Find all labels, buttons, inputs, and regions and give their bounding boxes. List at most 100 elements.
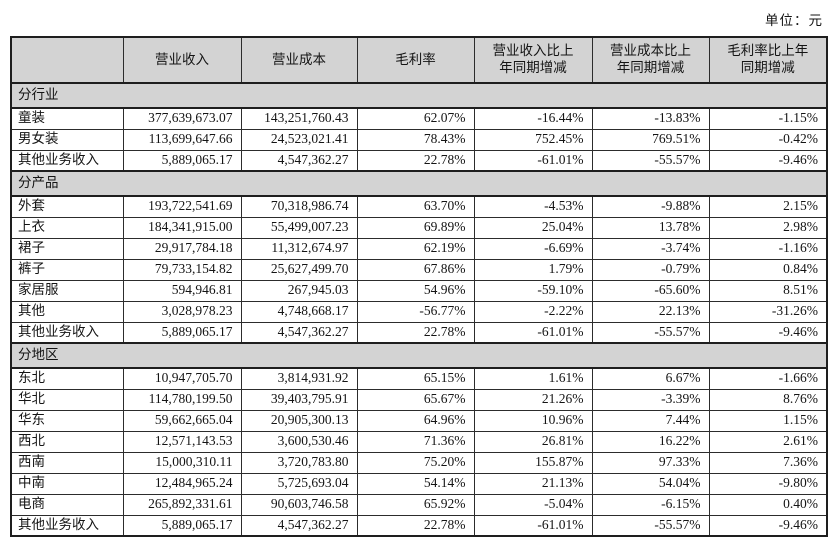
segment-table: 营业收入 营业成本 毛利率 营业收入比上 年同期增减 营业成本比上 年同期增减 毛利率比上… [10,36,828,537]
cell-value: -59.10% [473,279,593,302]
table-row: 男女装 113,699,647.66 24,523,021.41 78.43% 752.… [10,128,828,151]
cell-value: 1.15% [708,409,828,432]
cell-value: -9.46% [708,321,828,344]
cell-value: -31.26% [708,300,828,323]
corner-cell [10,36,124,84]
cell-value: 54.14% [356,472,475,495]
cell-value: 114,780,199.50 [122,388,242,411]
cell-value: 5,889,065.17 [122,321,242,344]
row-label: 上衣 [10,216,124,239]
cell-value: 155.87% [473,451,593,474]
cell-value: 5,889,065.17 [122,514,242,537]
table-row: 上衣 184,341,915.00 55,499,007.23 69.89% 25.04… [10,216,828,239]
table-row: 东北 10,947,705.70 3,814,931.92 65.15% 1.61% 6.… [10,367,828,390]
column-header: 营业收入比上 年同期增减 [473,36,593,84]
cell-value: 3,814,931.92 [240,367,358,390]
cell-value: 59,662,665.04 [122,409,242,432]
cell-value: -6.15% [591,493,710,516]
cell-value: 8.51% [708,279,828,302]
section-row: 分地区 [10,342,828,369]
cell-value: 22.78% [356,514,475,537]
cell-value: 79,733,154.82 [122,258,242,281]
table-row: 外套 193,722,541.69 70,318,986.74 63.70% -4.53… [10,195,828,218]
cell-value: 184,341,915.00 [122,216,242,239]
cell-value: 75.20% [356,451,475,474]
cell-value: 1.79% [473,258,593,281]
row-label: 其他业务收入 [10,321,124,344]
cell-value: 20,905,300.13 [240,409,358,432]
cell-value: -3.39% [591,388,710,411]
section-title: 分地区 [10,342,828,369]
column-header: 毛利率 [356,36,475,84]
column-header: 营业成本比上 年同期增减 [591,36,710,84]
cell-value: 70,318,986.74 [240,195,358,218]
cell-value: -55.57% [591,149,710,172]
table-row: 裤子 79,733,154.82 25,627,499.70 67.86% 1.79% -… [10,258,828,281]
cell-value: -61.01% [473,321,593,344]
table-row: 华东 59,662,665.04 20,905,300.13 64.96% 10.96%… [10,409,828,432]
cell-value: 11,312,674.97 [240,237,358,260]
cell-value: -55.57% [591,321,710,344]
cell-value: 2.61% [708,430,828,453]
table-row: 其他业务收入 5,889,065.17 4,547,362.27 22.78% -61.… [10,149,828,172]
cell-value: 10,947,705.70 [122,367,242,390]
cell-value: 2.98% [708,216,828,239]
cell-value: -61.01% [473,149,593,172]
cell-value: 4,547,362.27 [240,514,358,537]
cell-value: 265,892,331.61 [122,493,242,516]
cell-value: 64.96% [356,409,475,432]
cell-value: 3,028,978.23 [122,300,242,323]
row-label: 裤子 [10,258,124,281]
cell-value: 97.33% [591,451,710,474]
row-label: 家居服 [10,279,124,302]
cell-value: 25,627,499.70 [240,258,358,281]
row-label: 中南 [10,472,124,495]
table-row: 华北 114,780,199.50 39,403,795.91 65.67% 21.26… [10,388,828,411]
cell-value: 5,725,693.04 [240,472,358,495]
cell-value: 21.26% [473,388,593,411]
cell-value: 62.19% [356,237,475,260]
cell-value: 4,547,362.27 [240,149,358,172]
cell-value: 10.96% [473,409,593,432]
cell-value: -9.46% [708,149,828,172]
cell-value: 0.40% [708,493,828,516]
cell-value: 15,000,310.11 [122,451,242,474]
cell-value: -1.16% [708,237,828,260]
cell-value: 769.51% [591,128,710,151]
table-row: 中南 12,484,965.24 5,725,693.04 54.14% 21.13% 5… [10,472,828,495]
cell-value: 63.70% [356,195,475,218]
cell-value: -9.46% [708,514,828,537]
cell-value: 39,403,795.91 [240,388,358,411]
cell-value: -1.66% [708,367,828,390]
row-label: 电商 [10,493,124,516]
cell-value: 594,946.81 [122,279,242,302]
cell-value: -13.83% [591,107,710,130]
cell-value: 3,720,783.80 [240,451,358,474]
cell-value: -61.01% [473,514,593,537]
row-label: 其他业务收入 [10,514,124,537]
cell-value: 62.07% [356,107,475,130]
row-label: 华北 [10,388,124,411]
cell-value: 65.15% [356,367,475,390]
cell-value: 65.67% [356,388,475,411]
table-row: 西南 15,000,310.11 3,720,783.80 75.20% 155.87%… [10,451,828,474]
cell-value: -5.04% [473,493,593,516]
cell-value: 16.22% [591,430,710,453]
table-row: 裙子 29,917,784.18 11,312,674.97 62.19% -6.69%… [10,237,828,260]
row-label: 其他 [10,300,124,323]
row-label: 西南 [10,451,124,474]
section-row: 分行业 [10,82,828,109]
cell-value: -6.69% [473,237,593,260]
cell-value: 26.81% [473,430,593,453]
table-row: 家居服 594,946.81 267,945.03 54.96% -59.10% -65.… [10,279,828,302]
row-label: 西北 [10,430,124,453]
row-label: 裙子 [10,237,124,260]
table-row: 其他 3,028,978.23 4,748,668.17 -56.77% -2.22% 2… [10,300,828,323]
cell-value: 71.36% [356,430,475,453]
cell-value: -56.77% [356,300,475,323]
cell-value: 7.36% [708,451,828,474]
cell-value: -0.79% [591,258,710,281]
cell-value: 22.78% [356,149,475,172]
cell-value: 25.04% [473,216,593,239]
